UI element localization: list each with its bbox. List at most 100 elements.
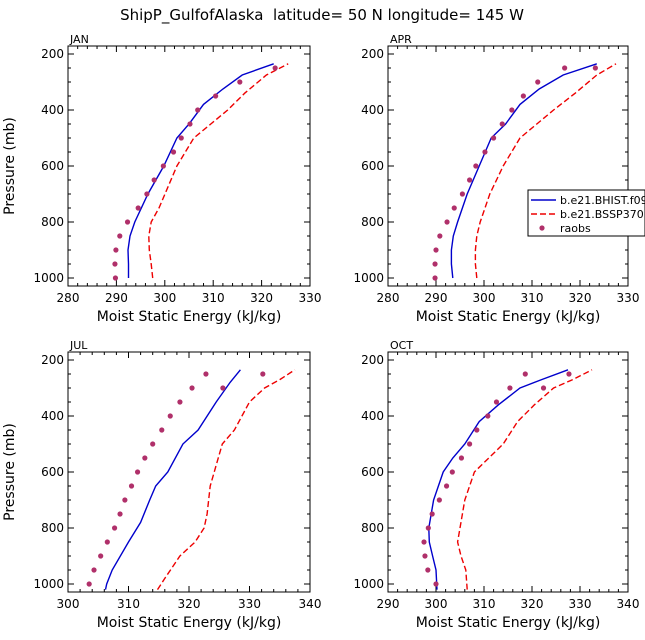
- raobs-point: [178, 135, 184, 141]
- legend-label-hist: b.e21.BHIST.f09_: [560, 194, 645, 207]
- raobs-point: [429, 511, 435, 517]
- legend-raobs-marker: [539, 225, 545, 231]
- x-tick-label: 300: [425, 597, 448, 611]
- y-tick-label: 400: [361, 103, 384, 117]
- raobs-point: [540, 385, 547, 391]
- raobs-point: [86, 581, 92, 587]
- raobs-point: [160, 163, 166, 169]
- hist-line: [450, 63, 598, 279]
- raobs-point: [522, 371, 528, 377]
- x-tick-label: 340: [617, 597, 640, 611]
- raobs-point: [436, 497, 442, 503]
- raobs-point: [467, 177, 473, 183]
- y-tick-label: 200: [361, 353, 384, 367]
- raobs-point: [482, 149, 488, 155]
- legend-label-ssp: b.e21.BSSP370.f: [560, 208, 645, 221]
- raobs-point: [592, 65, 598, 71]
- y-tick-label: 600: [361, 159, 384, 173]
- raobs-point: [203, 371, 209, 377]
- raobs-point: [220, 385, 226, 391]
- raobs-point: [144, 191, 150, 197]
- raobs-point: [91, 567, 97, 573]
- raobs-point: [189, 385, 195, 391]
- raobs-point: [491, 135, 497, 141]
- raobs-point: [451, 205, 457, 211]
- panel-jul: JUL 300 310 320 330 340 200 400 600 800 1000 Moist …: [2, 339, 321, 631]
- raobs-point: [112, 261, 118, 267]
- raobs-point: [425, 567, 431, 573]
- x-tick-label: 310: [202, 291, 225, 305]
- y-tick-label: 200: [41, 47, 64, 61]
- x-axis-label: Moist Static Energy (kJ/kg): [97, 615, 282, 631]
- y-tick-label: 600: [41, 159, 64, 173]
- raobs-point: [237, 79, 243, 85]
- y-tick-label: 400: [41, 103, 64, 117]
- raobs-point: [473, 163, 479, 169]
- x-tick-label: 300: [153, 291, 176, 305]
- y-tick-label: 800: [361, 215, 384, 229]
- raobs-point: [535, 79, 541, 85]
- raobs-point: [449, 469, 455, 475]
- raobs-point: [422, 553, 428, 559]
- x-tick-label: 300: [473, 291, 496, 305]
- y-tick-label: 800: [361, 521, 384, 535]
- legend-label-raobs: raobs: [560, 222, 591, 235]
- panel-label: JAN: [69, 33, 89, 46]
- raobs-point: [112, 275, 119, 281]
- raobs-point: [113, 247, 119, 253]
- raobs-point: [128, 483, 135, 489]
- x-tick-label: 310: [117, 597, 140, 611]
- raobs-point: [104, 539, 110, 545]
- y-axis-label: Pressure (mb): [2, 423, 18, 521]
- raobs-point: [566, 371, 572, 377]
- raobs-point: [443, 483, 450, 489]
- raobs-point: [507, 385, 513, 391]
- raobs-point: [421, 539, 427, 545]
- ssp-line: [474, 63, 617, 279]
- raobs-point: [433, 581, 439, 587]
- raobs-point: [151, 177, 157, 183]
- plot-frame: [67, 45, 311, 287]
- x-tick-label: 330: [299, 291, 322, 305]
- raobs-point: [437, 233, 443, 239]
- x-tick-label: 310: [473, 597, 496, 611]
- raobs-point: [432, 275, 438, 281]
- x-tick-label: 310: [521, 291, 544, 305]
- y-tick-label: 800: [41, 215, 64, 229]
- x-tick-label: 320: [178, 597, 201, 611]
- raobs-point: [458, 455, 465, 461]
- x-tick-label: 300: [57, 597, 80, 611]
- raobs-point: [187, 121, 193, 127]
- raobs-point: [493, 399, 500, 405]
- panel-oct: OCT 290 300 310 320 330 340 200 400 600 800 1000 Moi…: [353, 339, 639, 631]
- x-tick-label: 290: [425, 291, 448, 305]
- y-tick-label: 400: [41, 409, 64, 423]
- x-tick-label: 330: [569, 597, 592, 611]
- plot-frame: [67, 351, 311, 593]
- x-axis-label: Moist Static Energy (kJ/kg): [416, 615, 601, 631]
- y-tick-label: 1000: [33, 271, 64, 285]
- hist-line: [104, 369, 241, 590]
- panel-jan: JAN 280 290 300 310 320 330 200 400 600 800 1000 Moi…: [2, 33, 321, 325]
- y-tick-label: 200: [361, 47, 384, 61]
- raobs-point: [425, 525, 431, 531]
- x-tick-label: 340: [299, 597, 322, 611]
- hist-line: [428, 369, 569, 590]
- x-tick-label: 290: [105, 291, 128, 305]
- y-tick-label: 800: [41, 521, 64, 535]
- raobs-point: [485, 413, 491, 419]
- x-axis-label: Moist Static Energy (kJ/kg): [416, 309, 601, 325]
- raobs-point: [272, 65, 278, 71]
- panel-label: OCT: [390, 339, 413, 352]
- plot-frame: [387, 45, 629, 287]
- x-axis-label: Moist Static Energy (kJ/kg): [97, 309, 282, 325]
- raobs-point: [509, 107, 515, 113]
- raobs-point: [432, 261, 438, 267]
- raobs-point: [135, 205, 141, 211]
- panel-label: APR: [390, 33, 412, 46]
- raobs-point: [520, 93, 526, 99]
- raobs-point: [177, 399, 183, 405]
- y-tick-label: 1000: [353, 271, 384, 285]
- raobs-point: [98, 553, 104, 559]
- y-tick-label: 600: [41, 465, 64, 479]
